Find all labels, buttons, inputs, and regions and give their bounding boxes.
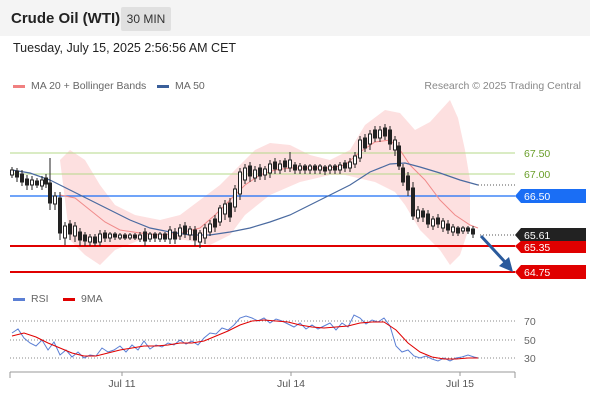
rsi-tick-50: 50: [524, 335, 536, 347]
x-label-jul15: Jul 15: [446, 378, 474, 390]
tag-65-35: [515, 241, 586, 253]
rsi-line: [11, 314, 479, 362]
label-65-61: 65.61: [524, 230, 550, 242]
timestamp: Tuesday, July 15, 2025 2:56:56 AM CET: [13, 41, 237, 55]
label-65-35: 65.35: [524, 242, 550, 254]
ma50-line: [11, 162, 479, 236]
tag-64-75: [515, 265, 586, 279]
legend-label-ma50: MA 50: [175, 80, 205, 92]
x-label-jul14: Jul 14: [277, 378, 305, 390]
label-67-00: 67.00: [524, 169, 550, 181]
title-bar: Crude Oil (WTI) 30 MIN: [0, 0, 590, 36]
price-candles: [10, 124, 475, 248]
legend-swatch-ma20: [13, 85, 25, 88]
legend-swatch-rsi: [13, 298, 25, 301]
label-64-75: 64.75: [524, 267, 550, 279]
timeframe-badge[interactable]: 30 MIN: [121, 7, 171, 31]
legend-label-ma20: MA 20 + Bollinger Bands: [31, 80, 147, 92]
x-label-jul11: Jul 11: [108, 378, 135, 390]
tag-66-50: [515, 189, 586, 203]
forecast-arrow-head: [499, 257, 513, 272]
ma20-line: [59, 139, 479, 236]
bollinger-band: [60, 100, 470, 265]
rsi-tick-70: 70: [524, 316, 536, 328]
rsi-tick-30: 30: [524, 353, 536, 365]
legend-label-rsi: RSI: [31, 293, 49, 305]
label-66-50: 66.50: [524, 191, 550, 203]
research-credit: Research © 2025 Trading Central: [424, 80, 581, 92]
forecast-arrow-line: [479, 234, 507, 264]
rsi-9ma-line: [11, 319, 478, 360]
label-67-50: 67.50: [524, 148, 550, 160]
legend-label-9ma: 9MA: [81, 293, 103, 305]
tag-65-61: [515, 228, 586, 242]
instrument-title: Crude Oil (WTI): [11, 10, 121, 27]
legend-swatch-9ma: [63, 298, 75, 301]
legend-swatch-ma50: [157, 85, 169, 88]
